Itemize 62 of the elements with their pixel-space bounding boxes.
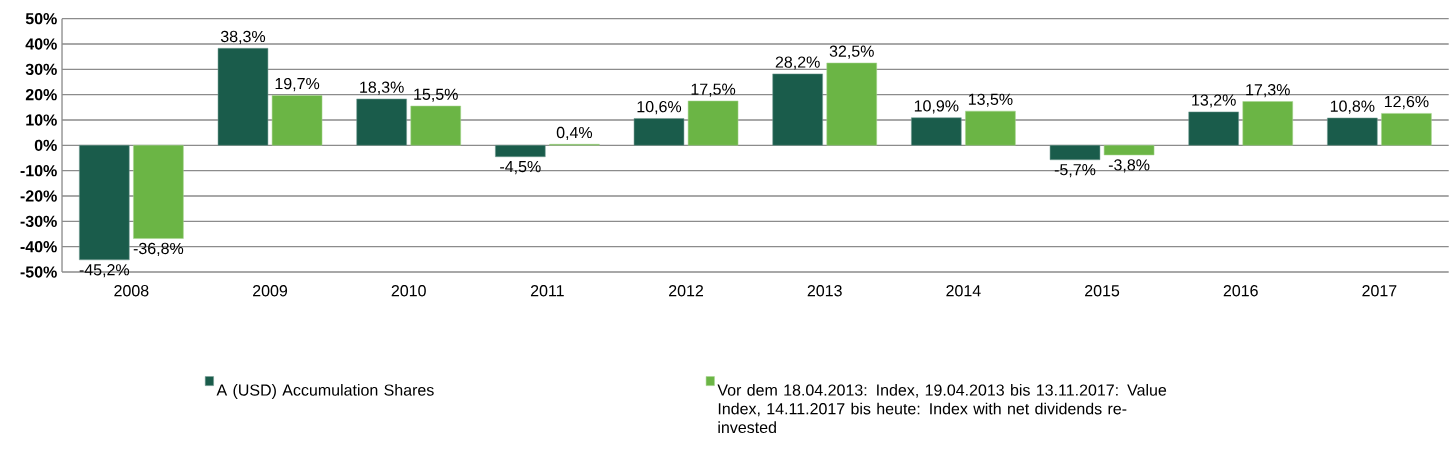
x-tick-label: 2014 bbox=[946, 285, 981, 297]
legend-label: Vor dem 18.04.2013: Index, 19.04.2013 bis 13.11.2017: Value Index, 14.11.2017 bis heute: Index with net dividends re-invested bbox=[717, 384, 1167, 434]
data-label: 17,3% bbox=[1246, 84, 1290, 98]
bar bbox=[633, 118, 685, 146]
y-tick-label: 30% bbox=[25, 63, 57, 76]
data-label: 18,3% bbox=[360, 81, 404, 95]
bar bbox=[410, 105, 461, 146]
y-tick-label: -20% bbox=[20, 190, 57, 202]
bar bbox=[965, 110, 1016, 146]
bar bbox=[772, 73, 823, 146]
data-label: 15,5% bbox=[414, 88, 458, 102]
bar bbox=[1242, 101, 1293, 146]
data-label: 13,5% bbox=[968, 93, 1013, 107]
bar bbox=[356, 98, 407, 146]
data-label: 10,9% bbox=[914, 100, 959, 114]
bar bbox=[687, 100, 739, 146]
data-label: 32,5% bbox=[829, 45, 874, 59]
data-label: 12,6% bbox=[1384, 95, 1429, 110]
x-tick-label: 2012 bbox=[669, 285, 704, 297]
data-label: -36,8% bbox=[133, 242, 184, 257]
y-tick-label: -50% bbox=[20, 266, 57, 278]
x-tick-label: 2017 bbox=[1362, 285, 1397, 297]
data-label: 17,5% bbox=[691, 83, 736, 97]
data-label: 10,8% bbox=[1330, 100, 1375, 114]
bar bbox=[1188, 111, 1239, 146]
data-label: -5,7% bbox=[1054, 164, 1096, 178]
bar bbox=[1381, 113, 1432, 146]
y-tick-label: -30% bbox=[20, 215, 57, 228]
bar bbox=[1103, 145, 1155, 156]
x-tick-label: 2016 bbox=[1223, 285, 1258, 297]
y-tick-label: 10% bbox=[26, 114, 57, 126]
bar bbox=[1049, 145, 1101, 161]
data-label: -4,5% bbox=[500, 160, 541, 175]
legend-label: A (USD) Accumulation Shares bbox=[216, 384, 434, 399]
data-label: -45,2% bbox=[79, 264, 130, 278]
x-tick-label: 2015 bbox=[1085, 285, 1120, 297]
x-tick-label: 2013 bbox=[807, 285, 842, 297]
data-label: 13,2% bbox=[1192, 94, 1236, 108]
bar bbox=[911, 117, 962, 146]
y-tick-label: 40% bbox=[25, 38, 57, 50]
y-tick-label: 20% bbox=[25, 89, 57, 101]
data-label: 19,7% bbox=[275, 77, 320, 92]
data-label: -3,8% bbox=[1108, 159, 1150, 173]
x-tick-label: 2010 bbox=[391, 285, 426, 297]
data-label: 28,2% bbox=[775, 56, 820, 70]
data-label: 10,6% bbox=[637, 100, 682, 115]
x-tick-label: 2011 bbox=[530, 285, 564, 297]
bar bbox=[79, 145, 130, 261]
bar bbox=[1327, 117, 1378, 146]
bar bbox=[271, 95, 323, 146]
y-tick-label: -10% bbox=[20, 165, 57, 177]
data-label: 0,4% bbox=[556, 126, 593, 141]
y-tick-label: 0% bbox=[34, 139, 57, 151]
x-tick-label: 2009 bbox=[253, 285, 288, 297]
bar bbox=[133, 145, 184, 239]
y-tick-label: 50% bbox=[25, 13, 57, 25]
x-tick-label: 2008 bbox=[114, 285, 149, 297]
bar bbox=[495, 145, 546, 157]
bar bbox=[826, 62, 877, 146]
y-tick-label: -40% bbox=[20, 241, 57, 253]
bar bbox=[217, 48, 269, 146]
data-label: 38,3% bbox=[220, 30, 266, 45]
